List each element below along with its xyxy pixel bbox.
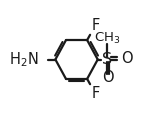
Text: F: F xyxy=(92,86,100,101)
Text: F: F xyxy=(92,18,100,33)
Text: S: S xyxy=(102,52,112,67)
Text: O: O xyxy=(121,51,132,66)
Text: O: O xyxy=(102,70,114,85)
Text: CH$_3$: CH$_3$ xyxy=(94,31,120,46)
Text: H$_2$N: H$_2$N xyxy=(9,50,38,69)
